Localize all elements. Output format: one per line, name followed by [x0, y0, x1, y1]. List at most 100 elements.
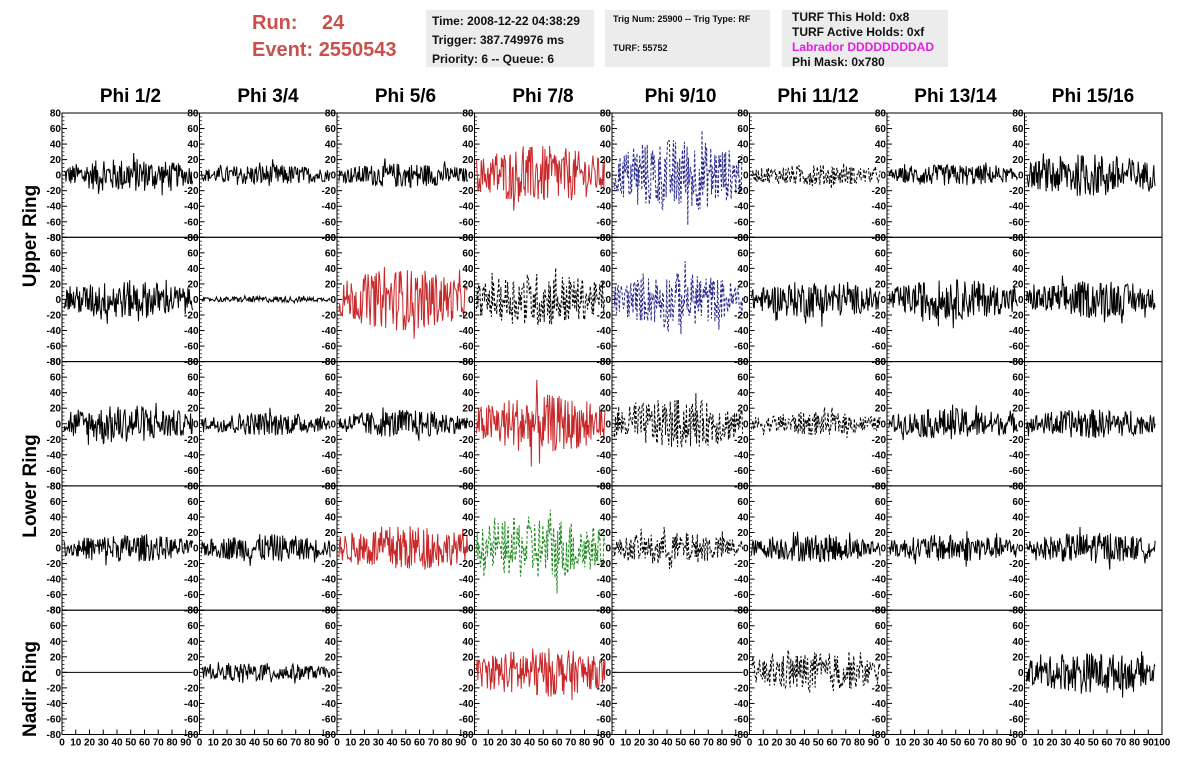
x-tick-label: 30	[373, 738, 385, 749]
y-tick-label: 20	[600, 155, 612, 166]
y-tick-label: -40	[322, 575, 337, 586]
waveform-trace	[613, 261, 744, 335]
y-tick-label: -40	[322, 450, 337, 461]
x-tick-label: 90	[593, 738, 605, 749]
y-tick-label: -20	[184, 435, 199, 446]
y-tick-label: -20	[322, 435, 337, 446]
y-tick-label: 60	[600, 124, 612, 135]
phi-header: Phi 11/12	[777, 86, 859, 107]
y-tick-label: -20	[184, 310, 199, 321]
y-tick-label: 80	[875, 233, 887, 244]
x-tick-label: 20	[771, 738, 783, 749]
waveform-trace	[751, 281, 881, 327]
waveform-trace	[476, 267, 606, 325]
y-tick-label: 40	[737, 512, 749, 523]
y-tick-label: -60	[459, 714, 474, 725]
x-tick-label: 70	[840, 738, 852, 749]
y-tick-label: 60	[462, 497, 474, 508]
y-tick-label: 40	[1012, 512, 1024, 523]
y-tick-label: -40	[184, 575, 199, 586]
y-tick-label: 60	[875, 248, 887, 259]
waveform-trace	[338, 526, 469, 570]
y-tick-label: 60	[50, 621, 62, 632]
y-tick-label: -60	[1009, 590, 1024, 601]
x-tick-label: 60	[826, 738, 838, 749]
x-tick-label: 40	[524, 738, 536, 749]
y-tick-label: 20	[875, 404, 887, 415]
x-tick-label: 50	[675, 738, 687, 749]
y-tick-label: 40	[737, 140, 749, 151]
waveform-trace	[613, 393, 744, 449]
y-tick-label: -80	[47, 357, 62, 368]
y-tick-label: 80	[600, 606, 612, 617]
y-tick-label: 80	[50, 481, 62, 492]
y-tick-label: -80	[872, 357, 887, 368]
y-tick-label: -80	[597, 730, 612, 741]
y-tick-label: -60	[872, 342, 887, 353]
x-tick-label: 50	[400, 738, 412, 749]
y-tick-label: 60	[187, 124, 199, 135]
y-tick-label: -20	[322, 559, 337, 570]
x-tick-label: 80	[991, 738, 1003, 749]
y-tick-label: 0	[605, 668, 611, 679]
y-tick-label: -20	[322, 683, 337, 694]
y-tick-label: -60	[734, 714, 749, 725]
y-tick-label: -20	[184, 186, 199, 197]
y-tick-label: 0	[330, 419, 336, 430]
waveform-trace	[751, 649, 881, 693]
y-tick-label: 60	[325, 124, 337, 135]
y-tick-label: 20	[325, 652, 337, 663]
y-tick-label: 80	[1012, 357, 1024, 368]
x-tick-label: 90	[180, 738, 192, 749]
y-tick-label: -60	[872, 590, 887, 601]
x-tick-label: 70	[153, 738, 165, 749]
y-tick-label: 40	[50, 140, 62, 151]
y-tick-label: -20	[597, 310, 612, 321]
y-tick-label: 80	[187, 606, 199, 617]
x-tick-label: 0	[197, 738, 203, 749]
waveform-trace	[1026, 275, 1156, 324]
waveform-trace	[1026, 153, 1156, 196]
y-tick-label: -20	[1009, 683, 1024, 694]
y-tick-label: -60	[597, 342, 612, 353]
y-tick-label: -80	[734, 481, 749, 492]
y-tick-label: 0	[1018, 171, 1024, 182]
x-tick-label: 0	[1022, 738, 1028, 749]
x-tick-label: 30	[510, 738, 522, 749]
y-tick-label: 80	[50, 357, 62, 368]
y-tick-label: 0	[1018, 419, 1024, 430]
y-tick-label: 60	[737, 124, 749, 135]
x-tick-label: 50	[1088, 738, 1100, 749]
y-tick-label: -20	[734, 186, 749, 197]
y-tick-label: 0	[193, 419, 199, 430]
y-tick-label: 40	[50, 512, 62, 523]
y-tick-label: -60	[184, 590, 199, 601]
x-tick-label: 40	[111, 738, 123, 749]
y-tick-label: 80	[187, 233, 199, 244]
y-tick-label: 40	[187, 637, 199, 648]
y-tick-label: 0	[1018, 295, 1024, 306]
waveform-trace	[1026, 526, 1156, 570]
y-tick-label: 20	[600, 279, 612, 290]
y-tick-label: -80	[184, 606, 199, 617]
x-tick-label: 0	[747, 738, 753, 749]
y-tick-label: -40	[184, 450, 199, 461]
y-tick-label: 0	[880, 171, 886, 182]
y-tick-label: 40	[462, 388, 474, 399]
waveform-trace	[63, 279, 194, 324]
x-tick-label: 50	[263, 738, 275, 749]
y-tick-label: 20	[50, 404, 62, 415]
y-tick-label: -80	[459, 481, 474, 492]
y-tick-label: 40	[187, 140, 199, 151]
y-tick-label: -40	[734, 575, 749, 586]
y-tick-label: 20	[1012, 155, 1024, 166]
y-tick-label: 80	[325, 357, 337, 368]
y-tick-label: 0	[880, 295, 886, 306]
y-tick-label: -80	[597, 606, 612, 617]
y-tick-label: 40	[325, 388, 337, 399]
x-tick-label: 50	[813, 738, 825, 749]
waveform-trace	[476, 379, 606, 467]
x-tick-label: 30	[235, 738, 247, 749]
y-tick-label: -20	[597, 435, 612, 446]
y-tick-label: -40	[459, 450, 474, 461]
